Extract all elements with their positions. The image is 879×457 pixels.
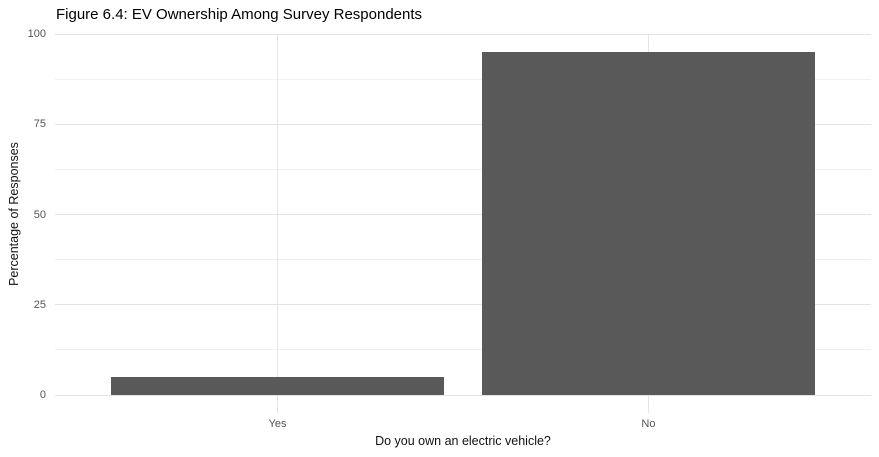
bar-no	[481, 52, 816, 395]
x-tick-label-no: No	[641, 418, 656, 430]
gridline-vertical-yes	[277, 34, 279, 413]
gridline-minor-horizontal	[55, 78, 871, 80]
y-tick-label-0: 0	[39, 389, 46, 401]
x-tick-label-yes: Yes	[268, 418, 287, 430]
gridline-minor-horizontal	[55, 259, 871, 261]
gridline-major-horizontal	[55, 123, 871, 125]
plot-panel	[55, 33, 871, 413]
gridline-minor-horizontal	[55, 349, 871, 351]
gridline-major-horizontal	[55, 304, 871, 306]
chart-title: Figure 6.4: EV Ownership Among Survey Re…	[56, 6, 423, 23]
gridline-major-horizontal	[55, 33, 871, 35]
y-tick-label-100: 100	[27, 28, 46, 40]
bar-yes	[110, 376, 445, 395]
y-tick-label-75: 75	[33, 118, 46, 131]
gridline-major-horizontal	[55, 214, 871, 215]
gridline-minor-horizontal	[55, 168, 871, 170]
y-tick-label-50: 50	[33, 208, 46, 221]
x-axis-title: Do you own an electric vehicle?	[375, 434, 551, 448]
y-tick-label-25: 25	[33, 298, 46, 311]
gridline-major-horizontal	[55, 394, 871, 396]
